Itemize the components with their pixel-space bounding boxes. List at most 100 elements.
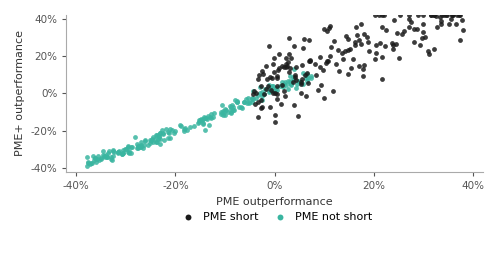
- PME short: [335, 69, 343, 73]
- PME not short: [248, 96, 256, 101]
- PME not short: [249, 96, 257, 101]
- PME short: [258, 105, 266, 109]
- PME short: [282, 94, 290, 99]
- PME not short: [121, 147, 129, 152]
- PME not short: [256, 91, 264, 95]
- PME short: [456, 38, 464, 42]
- PME not short: [230, 108, 237, 113]
- PME not short: [156, 136, 164, 141]
- PME not short: [158, 128, 166, 132]
- PME not short: [141, 139, 149, 144]
- PME short: [378, 13, 386, 17]
- PME not short: [236, 105, 244, 109]
- PME short: [413, 27, 421, 31]
- PME short: [404, 25, 412, 29]
- PME not short: [288, 79, 296, 84]
- PME not short: [202, 128, 209, 132]
- PME short: [371, 13, 379, 17]
- PME not short: [258, 94, 266, 99]
- PME short: [298, 76, 306, 81]
- PME short: [447, 17, 455, 21]
- PME short: [282, 62, 290, 66]
- PME short: [260, 92, 268, 96]
- PME not short: [286, 82, 294, 86]
- PME not short: [195, 118, 203, 122]
- PME short: [360, 32, 368, 36]
- PME not short: [203, 117, 211, 121]
- PME not short: [281, 80, 289, 84]
- PME short: [286, 56, 294, 60]
- PME short: [430, 13, 438, 17]
- PME not short: [258, 89, 266, 94]
- PME short: [272, 119, 280, 124]
- PME not short: [166, 136, 173, 140]
- PME not short: [124, 150, 132, 155]
- PME short: [258, 106, 266, 110]
- PME not short: [282, 83, 290, 87]
- PME short: [269, 91, 277, 95]
- PME not short: [84, 155, 92, 159]
- PME short: [250, 89, 258, 93]
- PME not short: [139, 146, 147, 150]
- PME short: [273, 84, 281, 88]
- PME not short: [110, 148, 118, 152]
- PME not short: [190, 123, 198, 128]
- PME not short: [159, 131, 167, 136]
- PME not short: [198, 118, 206, 123]
- PME short: [256, 73, 264, 77]
- PME short: [381, 43, 389, 48]
- PME short: [338, 51, 346, 55]
- PME not short: [304, 76, 312, 81]
- PME short: [280, 89, 288, 93]
- PME not short: [108, 157, 116, 162]
- PME not short: [122, 147, 130, 151]
- PME not short: [261, 87, 269, 91]
- PME not short: [127, 151, 135, 155]
- PME short: [430, 13, 438, 17]
- PME short: [274, 68, 282, 72]
- PME short: [258, 69, 266, 74]
- PME short: [410, 26, 418, 31]
- PME short: [444, 22, 452, 26]
- PME not short: [92, 160, 100, 164]
- PME short: [277, 102, 285, 106]
- PME short: [290, 44, 298, 48]
- PME not short: [248, 97, 256, 101]
- PME short: [418, 13, 426, 17]
- PME short: [344, 37, 351, 41]
- PME not short: [166, 127, 174, 131]
- PME short: [410, 40, 418, 44]
- PME not short: [92, 156, 100, 160]
- PME not short: [151, 137, 159, 142]
- PME not short: [278, 80, 286, 84]
- PME not short: [119, 148, 127, 153]
- PME not short: [96, 158, 104, 162]
- PME short: [432, 14, 440, 18]
- PME not short: [219, 109, 227, 113]
- PME not short: [307, 75, 315, 80]
- PME short: [330, 89, 338, 94]
- PME not short: [106, 149, 114, 153]
- PME short: [330, 38, 338, 43]
- PME short: [443, 13, 451, 17]
- PME not short: [290, 67, 298, 71]
- PME not short: [153, 132, 161, 137]
- PME not short: [124, 149, 132, 154]
- PME not short: [222, 107, 230, 112]
- PME not short: [130, 135, 138, 139]
- PME not short: [276, 83, 284, 88]
- PME not short: [232, 99, 240, 103]
- PME not short: [297, 81, 305, 85]
- PME short: [305, 38, 313, 43]
- PME short: [324, 26, 332, 31]
- PME not short: [134, 144, 142, 148]
- PME not short: [86, 162, 94, 166]
- PME not short: [147, 139, 155, 143]
- PME not short: [218, 102, 226, 107]
- Y-axis label: PME+ outperformance: PME+ outperformance: [15, 31, 25, 156]
- PME short: [264, 44, 272, 48]
- PME not short: [206, 115, 214, 119]
- PME short: [270, 113, 278, 118]
- PME not short: [258, 98, 266, 102]
- PME short: [344, 47, 352, 52]
